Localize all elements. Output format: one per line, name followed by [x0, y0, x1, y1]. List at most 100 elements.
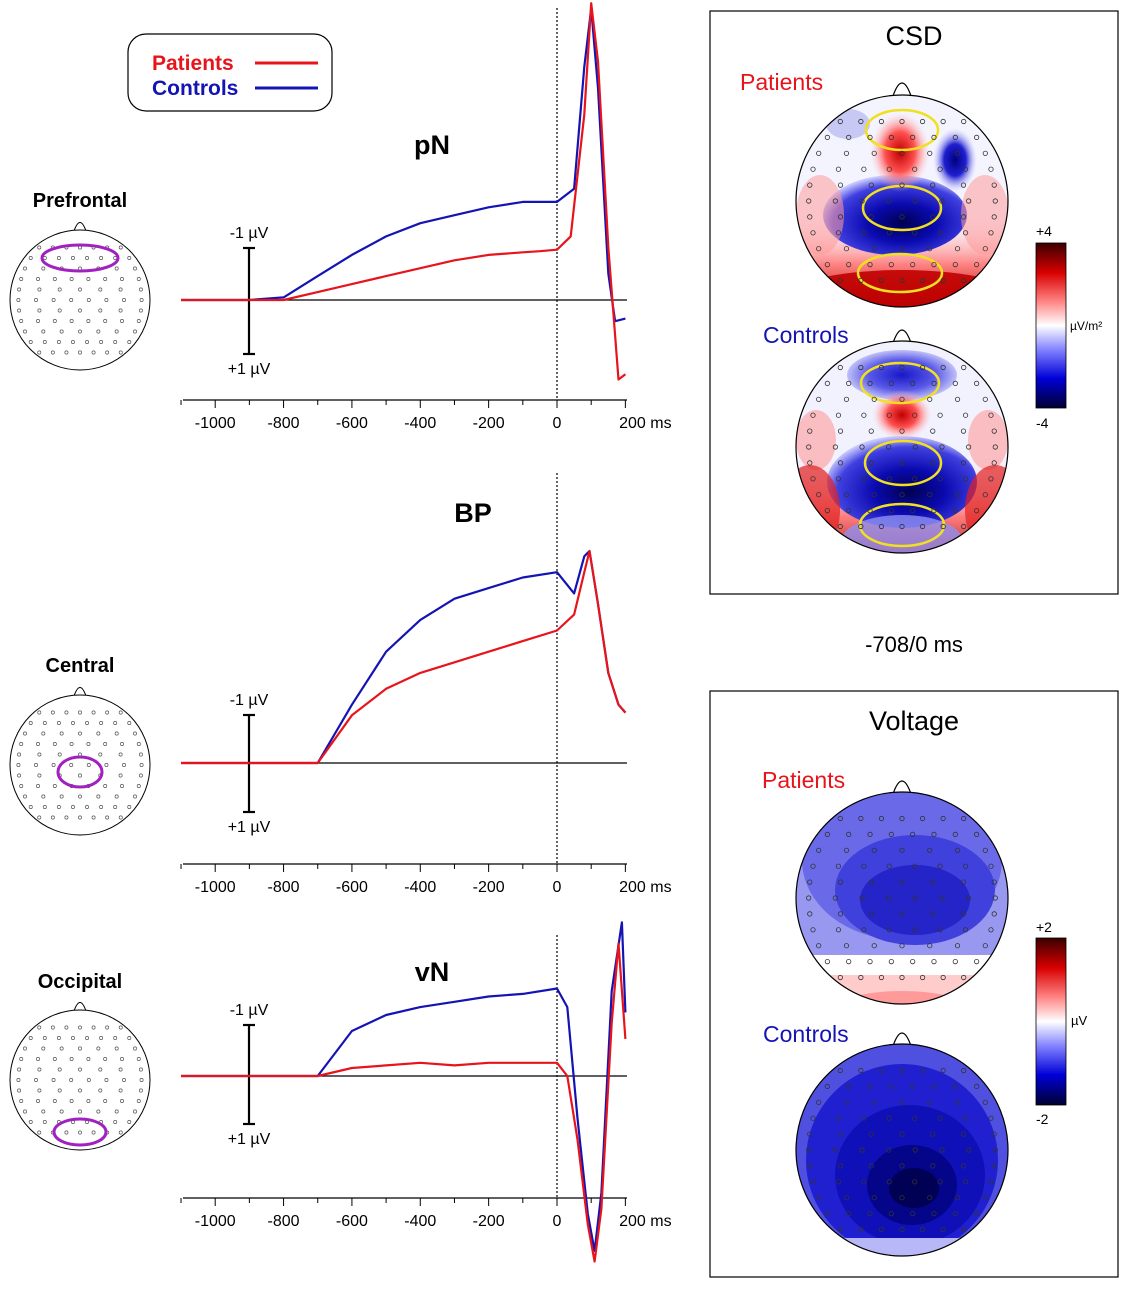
- topomap-electrode: [867, 507, 873, 514]
- voltage-colorbar: +2 µV -2: [1035, 919, 1087, 1127]
- electrode-dot: [127, 340, 132, 344]
- topomap-electrode: [899, 364, 905, 371]
- region-head-occipital: Occipital: [9, 971, 151, 1151]
- electrode-dot: [98, 752, 103, 757]
- nose-icon: [73, 222, 87, 232]
- electrode-dot: [133, 329, 137, 334]
- electrode-dot: [103, 742, 108, 746]
- topomap-electrode: [859, 198, 865, 204]
- topomap-electrode: [871, 1195, 877, 1201]
- topomap-electrode: [919, 523, 926, 530]
- topomap-electrode: [810, 1115, 816, 1121]
- topomap-electrode: [961, 974, 967, 981]
- electrode-dot: [127, 1120, 132, 1124]
- topomap-electrode: [974, 134, 980, 140]
- topomap-electrode: [930, 879, 936, 885]
- voltage-topomap-patients: [795, 780, 1009, 1005]
- topomap-electrode: [816, 1099, 822, 1105]
- electrode-dot: [50, 1025, 55, 1030]
- topomap-electrode: [960, 911, 967, 917]
- topomap-electrode: [878, 815, 885, 822]
- electrode-dot: [59, 794, 64, 799]
- topomap-electrode: [899, 246, 905, 252]
- electrode-dot: [17, 1088, 22, 1093]
- topomap-electrode: [931, 958, 937, 965]
- electrode-dot: [56, 1036, 61, 1040]
- topomap-electrode: [868, 1163, 874, 1169]
- topomap-electrode: [910, 261, 916, 268]
- electrode-dot: [138, 1088, 143, 1093]
- topomap-electrode: [899, 847, 905, 853]
- topomap-electrode: [888, 1211, 894, 1217]
- electrode-dot: [103, 784, 108, 788]
- electrode-dot: [69, 1057, 74, 1061]
- topomap-electrode: [974, 1083, 980, 1090]
- electrode-dot: [69, 1078, 74, 1082]
- topomap-electrode: [846, 507, 852, 514]
- topomap-electrode: [937, 230, 943, 236]
- topomap-electrode: [871, 396, 877, 402]
- topomap-electrode: [974, 831, 980, 838]
- electrode-dot: [42, 1036, 47, 1040]
- electrode-dot: [37, 815, 42, 820]
- topomap-electrode: [886, 444, 892, 450]
- topomap-electrode: [807, 460, 813, 466]
- topomap-electrode: [899, 1067, 905, 1074]
- topomap-electrode: [824, 958, 830, 965]
- topomap-electrode: [940, 277, 946, 284]
- topomap-electrode: [910, 1211, 916, 1217]
- topomap-electrode: [899, 118, 905, 125]
- electrode-dot: [78, 1067, 82, 1072]
- csd-colorbar-min: -4: [1036, 415, 1049, 431]
- electrode-dot: [118, 815, 123, 820]
- topomap-electrode: [888, 261, 894, 268]
- electrode-dot: [78, 287, 82, 292]
- head-outline: [9, 229, 151, 371]
- electrode-dot: [17, 287, 22, 292]
- electrode-dot: [85, 1036, 89, 1040]
- electrode-dot: [118, 1130, 123, 1135]
- head-diagram-prefrontal: [9, 222, 151, 371]
- electrode-dot: [105, 710, 110, 715]
- topomap-electrode: [837, 118, 843, 125]
- topomap-electrode: [843, 246, 850, 252]
- topomap-electrode: [960, 460, 967, 466]
- region-label-occipital: Occipital: [38, 971, 122, 993]
- electrode-dot: [78, 815, 82, 820]
- electrode-dot: [86, 277, 91, 281]
- electrode-dot: [114, 266, 119, 271]
- topomap-electrode: [910, 380, 916, 386]
- erp-x-tick-label: -1000: [195, 415, 236, 432]
- region-label-prefrontal: Prefrontal: [33, 190, 127, 212]
- topomap-electrode: [912, 1115, 918, 1121]
- erp-x-tick-label: -800: [268, 879, 300, 896]
- topomap-electrode: [868, 214, 874, 220]
- topomap-electrode: [962, 863, 969, 869]
- electrode-dot: [41, 329, 46, 334]
- csd-colorbar-unit: µV/m²: [1070, 319, 1102, 333]
- topomap-electrode: [868, 428, 874, 434]
- topomap-electrode: [991, 1131, 997, 1137]
- voltage-patients-label: Patients: [762, 767, 845, 793]
- topomap-electrode: [954, 150, 961, 156]
- topomap-electrode: [939, 444, 945, 450]
- electrode-dot: [139, 1078, 144, 1082]
- electrode-dot: [91, 1025, 96, 1030]
- topomap-electrode: [954, 943, 961, 949]
- topomap-electrode: [824, 134, 830, 140]
- topomap-electrode: [912, 230, 918, 236]
- topomap-electrode: [810, 412, 816, 418]
- topomap-electrode: [837, 1163, 844, 1169]
- topomap-electrode: [940, 364, 946, 371]
- electrode-dot: [56, 340, 61, 344]
- topomap-electrode: [991, 428, 997, 434]
- topomap-electrode: [899, 460, 905, 466]
- topomap-electrode: [899, 1131, 905, 1137]
- head-diagram-central: [9, 687, 151, 836]
- erp-x-tick-label: -200: [473, 879, 505, 896]
- topomap-electrode: [861, 1179, 867, 1185]
- topomap-electrode: [899, 396, 905, 402]
- erp-series-patients-1: [181, 549, 627, 765]
- topomap-electrode: [966, 198, 972, 204]
- electrode-dot: [69, 277, 74, 281]
